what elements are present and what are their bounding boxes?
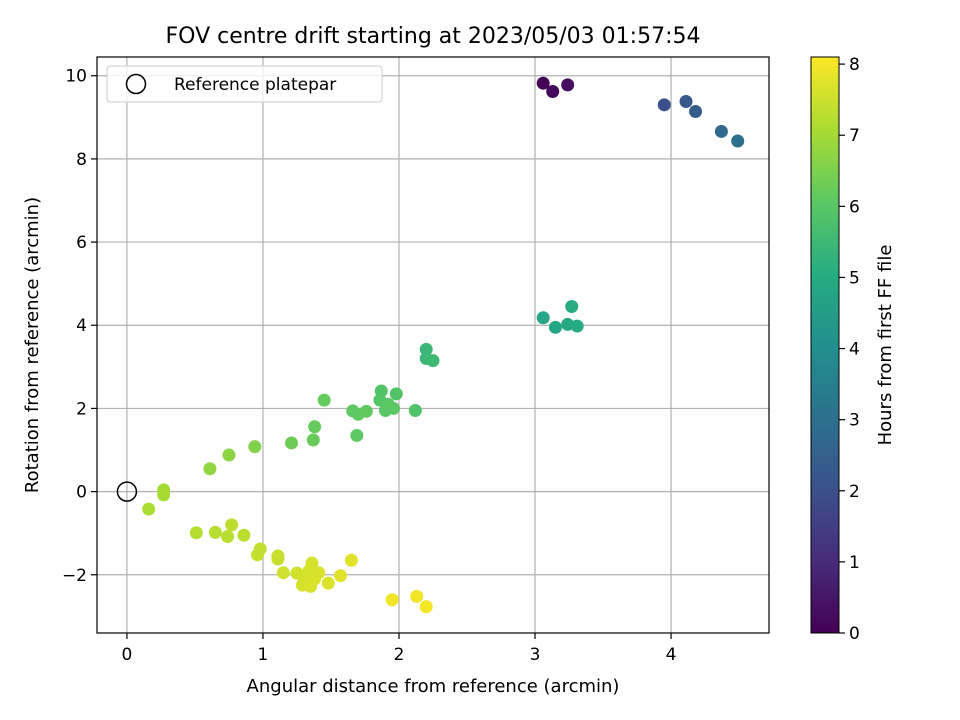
y-tick-label: 10 — [65, 67, 87, 87]
y-tick-label: −2 — [62, 566, 87, 586]
y-tick-label: 8 — [76, 150, 87, 170]
data-point — [222, 448, 236, 462]
y-axis-label: Rotation from reference (arcmin) — [22, 197, 43, 493]
x-tick-label: 1 — [258, 645, 269, 665]
colorbar-tick-label: 0 — [849, 624, 860, 644]
data-point — [317, 393, 331, 407]
data-point — [276, 566, 290, 580]
colorbar-label: Hours from first FF file — [875, 245, 896, 446]
colorbar-tick-label: 2 — [849, 482, 860, 502]
x-tick-label: 3 — [530, 645, 541, 665]
chart-title: FOV centre drift starting at 2023/05/03 … — [166, 24, 701, 49]
data-point — [561, 78, 575, 92]
data-point — [305, 556, 319, 570]
x-axis-label: Angular distance from reference (arcmin) — [247, 676, 620, 697]
data-point — [237, 528, 251, 542]
data-point — [251, 548, 265, 562]
plot-frame — [96, 56, 770, 634]
colorbar-tick-label: 5 — [849, 268, 860, 288]
legend: Reference platepar — [106, 65, 383, 103]
data-point — [225, 518, 239, 532]
data-point — [221, 530, 235, 544]
data-point — [271, 552, 285, 566]
colorbar-tick-label: 6 — [849, 197, 860, 217]
data-point — [570, 319, 584, 333]
data-point — [410, 589, 424, 603]
y-tick-label: 2 — [76, 399, 87, 419]
data-point — [408, 404, 422, 418]
data-point — [306, 433, 320, 447]
legend-marker — [125, 73, 147, 95]
data-point — [548, 320, 562, 334]
y-tick-label: 6 — [76, 233, 87, 253]
data-point — [565, 300, 579, 314]
reference-platepar-marker — [116, 481, 138, 502]
colorbar-tick-label: 8 — [849, 55, 860, 75]
data-point — [385, 593, 399, 607]
data-point — [679, 94, 693, 108]
y-tick-label: 4 — [76, 316, 87, 336]
x-axis-ticks: 0 1 2 3 4 — [122, 633, 677, 665]
y-tick-label: 0 — [76, 483, 87, 503]
colorbar-tick-label: 3 — [849, 411, 860, 431]
colorbar-tick-label: 4 — [849, 340, 860, 360]
colorbar-tick-label: 7 — [849, 126, 860, 146]
data-point — [387, 401, 401, 415]
data-point — [157, 488, 171, 502]
colorbar-tick-label: 1 — [849, 553, 860, 573]
data-point — [321, 576, 335, 590]
data-point — [689, 104, 703, 118]
data-point — [333, 569, 347, 583]
data-point — [657, 98, 671, 112]
data-point — [203, 462, 217, 476]
data-point — [312, 566, 326, 580]
data-point — [536, 76, 550, 90]
data-point — [714, 124, 728, 138]
data-point — [546, 85, 560, 99]
y-axis-ticks: −2 0 2 4 6 8 10 — [62, 67, 97, 586]
data-point — [419, 342, 433, 356]
colorbar-gradient — [810, 56, 840, 634]
data-point — [285, 436, 299, 450]
data-point — [426, 354, 440, 368]
data-points — [142, 76, 745, 614]
x-tick-label: 0 — [122, 645, 133, 665]
data-point — [536, 311, 550, 325]
data-point — [389, 387, 403, 401]
data-point — [142, 502, 156, 516]
grid-lines — [97, 57, 769, 633]
legend-label: Reference platepar — [174, 75, 336, 95]
data-point — [344, 553, 358, 567]
x-tick-label: 4 — [666, 645, 677, 665]
data-point — [359, 404, 373, 418]
legend-box — [106, 65, 383, 103]
colorbar-ticks: 0 1 2 3 4 5 6 7 8 — [839, 55, 860, 644]
data-point — [208, 525, 222, 539]
data-point — [308, 420, 322, 434]
data-point — [350, 428, 364, 442]
colorbar: 0 1 2 3 4 5 6 7 8 Hours from first FF file — [810, 55, 896, 644]
data-point — [419, 600, 433, 614]
data-point — [248, 440, 262, 454]
data-point — [189, 526, 203, 540]
x-tick-label: 2 — [394, 645, 405, 665]
data-point — [731, 134, 745, 148]
